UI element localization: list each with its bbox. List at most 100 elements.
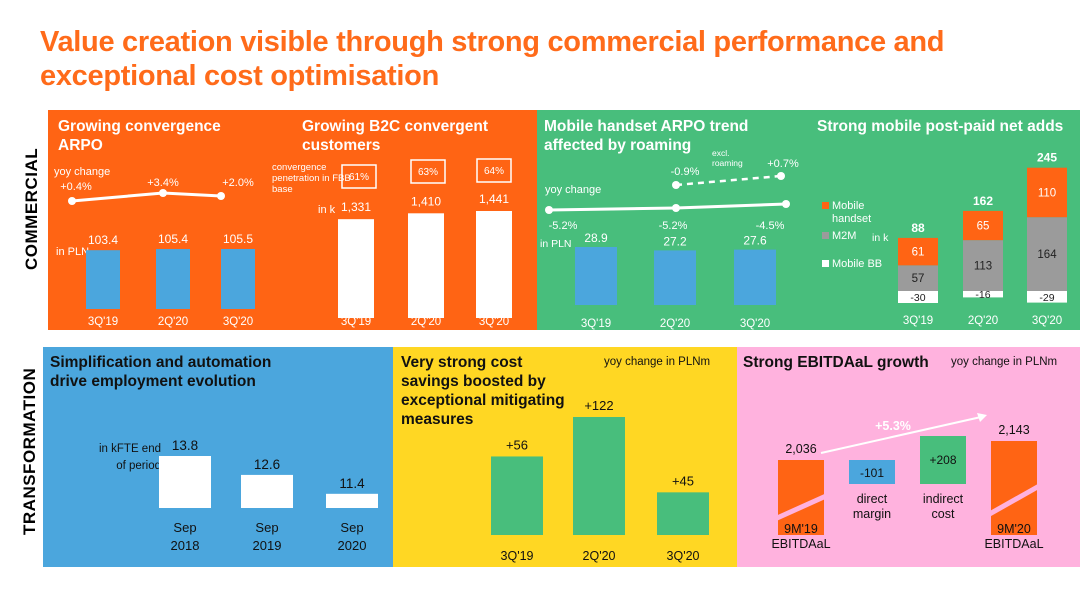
direct-margin-bar: [849, 460, 895, 484]
panel2-chart: 28.9 3Q'19 27.2 2Q'20 27.6 3Q'20 -5.2% -5.2% -4.…: [545, 151, 1067, 330]
panel-ebitdaal: Strong EBITDAaL growth yoy change in PLN…: [737, 347, 1080, 567]
indirect-cost-bar: [920, 436, 966, 484]
employment-value-label: 12.6: [254, 457, 280, 472]
cost-savings-value-label: +45: [672, 473, 694, 488]
mobile-bb-bar: [898, 291, 938, 303]
employment-value-label: 11.4: [339, 476, 365, 491]
arpo-yoy-marker: [159, 189, 167, 197]
mobile-arpo-yoy-marker: [672, 204, 680, 212]
ebitdaal-end-bar-break: [987, 483, 1041, 517]
ebitdaal-end-bar: [991, 441, 1037, 535]
direct-margin-value: -101: [860, 466, 884, 480]
excl-roaming-marker: [672, 181, 680, 189]
cost-savings-value-label: +56: [506, 437, 528, 452]
growth-label: +5.3%: [875, 419, 911, 433]
convergence-arpo-title: Growing convergence ARPO: [58, 118, 221, 154]
excl-roaming-change: -0.9%: [671, 166, 700, 178]
ebitdaal-start-value: 2,036: [785, 442, 816, 456]
mobile-arpo-value-label: 27.6: [743, 234, 767, 248]
mobile-arpo-yoy-label: yoy change: [545, 184, 602, 196]
mobile-arpo-yoy-line: [548, 202, 787, 212]
arpo-unit-label: in PLN: [56, 246, 90, 258]
mobile-arpo-unit-label: in PLN: [540, 238, 572, 250]
employment-category-year: 2020: [338, 538, 367, 553]
mobile-bb-value: -16: [975, 289, 990, 301]
legend-swatch-m2m: [822, 232, 829, 239]
handset-value: 110: [1038, 187, 1056, 199]
postpaid-net-adds-title: Strong mobile post-paid net adds: [817, 118, 1064, 135]
penetration-box: [476, 158, 512, 183]
net-adds-total: 88: [911, 221, 925, 235]
cost-savings-bar: [491, 456, 543, 535]
employment-category-month: Sep: [255, 520, 278, 535]
mobile-arpo-yoy-label: -4.5%: [756, 220, 785, 232]
b2c-value-label: 1,441: [479, 192, 509, 206]
excl-roaming-marker: [777, 172, 785, 180]
arpo-yoy-marker: [217, 192, 225, 200]
arpo-value-label: 103.4: [88, 233, 118, 247]
excl-roaming-label: excl. roaming: [712, 148, 743, 168]
cost-savings-unit-label: yoy change in PLNm: [604, 356, 711, 368]
ebitdaal-category-line2: EBITDAaL: [771, 537, 830, 551]
b2c-bar: [476, 211, 512, 318]
arpo-bar: [86, 250, 120, 309]
b2c-category-label: 3Q'19: [341, 316, 371, 328]
arpo-yoy-label: +2.0%: [222, 177, 254, 189]
mobile-arpo-title: Mobile handset ARPO trend affected by ro…: [544, 118, 749, 154]
growth-arrow-head: [977, 413, 987, 422]
panel-commercial-orange: Growing convergence ARPO Growing B2C con…: [48, 110, 537, 330]
employment-unit-label: in kFTE end of period: [99, 443, 161, 472]
legend-swatch-handset: [822, 202, 829, 209]
panel1-chart: 103.4 3Q'19 105.4 2Q'20 105.5 3Q'20 +0.4% +3.4%…: [60, 158, 512, 328]
ebitdaal-category-line2: margin: [853, 507, 891, 521]
b2c-convergent-title: Growing B2C convergent customers: [302, 118, 489, 154]
employment-value-label: 13.8: [172, 438, 198, 453]
panel-cost-savings: Very strong cost savings boosted by exce…: [393, 347, 737, 567]
handset-value: 61: [912, 247, 925, 259]
handset-bar: [898, 237, 938, 266]
employment-bar: [326, 493, 378, 508]
mobile-bb-value: -29: [1039, 292, 1054, 304]
mobile-arpo-bar: [575, 247, 617, 305]
mobile-arpo-yoy-label: -5.2%: [549, 220, 578, 232]
mobile-arpo-bar: [654, 250, 696, 305]
panel3-chart: 13.8 Sep 2018 12.6 Sep 2019 11.4 Sep 2020: [159, 438, 378, 553]
arpo-value-label: 105.5: [223, 232, 253, 246]
growth-arrow: [820, 416, 982, 454]
ebitdaal-category-line2: EBITDAaL: [984, 537, 1043, 551]
mobile-arpo-category-label: 3Q'20: [740, 318, 770, 330]
ebitdaal-category-line1: 9M'19: [784, 522, 818, 536]
penetration-value: 63%: [418, 167, 438, 178]
cost-savings-category-label: 3Q'19: [501, 549, 534, 563]
postpaid-unit-label: in k: [872, 232, 889, 244]
penetration-box: [410, 159, 446, 184]
m2m-bar: [898, 265, 938, 291]
b2c-value-label: 1,331: [341, 200, 371, 214]
handset-bar: [963, 210, 1003, 241]
mobile-bb-value: -30: [910, 292, 925, 304]
employment-category-month: Sep: [173, 520, 196, 535]
legend-swatch-bb: [822, 260, 829, 267]
excl-roaming-change: +0.7%: [767, 158, 799, 170]
b2c-bar: [408, 213, 444, 318]
m2m-value: 113: [974, 261, 992, 273]
penetration-value: 64%: [484, 166, 504, 177]
mobile-arpo-category-label: 3Q'19: [581, 318, 611, 330]
b2c-unit-label: in k: [318, 204, 336, 216]
mobile-arpo-value-label: 28.9: [584, 231, 608, 245]
ebitdaal-title: Strong EBITDAaL growth: [743, 354, 929, 371]
employment-category-year: 2019: [253, 538, 282, 553]
net-adds-category-label: 3Q'19: [903, 315, 933, 327]
employment-bar: [159, 456, 211, 508]
panel4-chart: +56 3Q'19 +122 2Q'20 +45 3Q'20: [491, 398, 709, 563]
net-adds-total: 245: [1037, 151, 1057, 165]
arpo-value-label: 105.4: [158, 232, 188, 246]
ebitdaal-category-line1: direct: [857, 492, 888, 506]
indirect-cost-value: +208: [929, 453, 956, 467]
net-adds-total: 162: [973, 194, 993, 208]
page-title: Value creation visible through strong co…: [40, 26, 945, 92]
b2c-category-label: 2Q'20: [411, 316, 441, 328]
b2c-category-label: 3Q'20: [479, 316, 509, 328]
panel-employment: Simplification and automation drive empl…: [43, 347, 393, 567]
penetration-value: 61%: [349, 172, 369, 183]
